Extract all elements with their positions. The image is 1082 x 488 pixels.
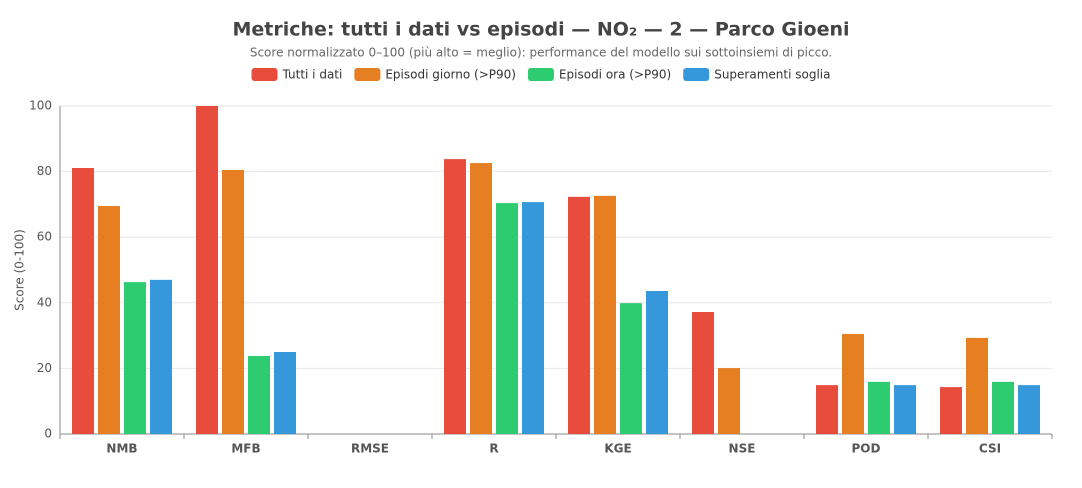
bar [718, 368, 740, 434]
y-tick-label: 100 [29, 99, 52, 113]
legend-label: Episodi giorno (>P90) [385, 68, 516, 82]
legend: Tutti i dati Episodi giorno (>P90) Episodi… [251, 68, 830, 82]
bar [248, 355, 270, 434]
x-tick-label: NMB [106, 442, 137, 456]
y-tick-label: 80 [37, 164, 52, 178]
x-tick-label: R [489, 442, 498, 456]
bar [522, 202, 544, 434]
y-tick-label: 40 [37, 295, 52, 309]
bar [816, 385, 838, 434]
bar [620, 303, 642, 434]
bar [98, 206, 120, 434]
bar [966, 337, 988, 434]
bar [1018, 385, 1040, 434]
chart-subtitle: Score normalizzato 0–100 (più alto = meg… [250, 46, 832, 60]
bar [894, 385, 916, 434]
x-tick-label: RMSE [351, 442, 389, 456]
bar [496, 203, 518, 434]
bar [274, 352, 296, 434]
chart-title: Metriche: tutti i dati vs episodi — NO₂ … [233, 19, 850, 41]
bar [470, 163, 492, 434]
bar [940, 387, 962, 434]
bar [222, 169, 244, 434]
bar [646, 290, 668, 434]
y-axis-label: Score (0-100) [13, 229, 27, 311]
y-tick-label: 60 [37, 230, 52, 244]
bar [692, 311, 714, 434]
x-tick-label: MFB [231, 442, 260, 456]
legend-label: Episodi ora (>P90) [559, 68, 671, 82]
bar [150, 279, 172, 434]
bar [992, 381, 1014, 434]
legend-label: Tutti i dati [282, 68, 343, 82]
bar [196, 106, 218, 434]
bar [868, 381, 890, 434]
legend-swatch [527, 68, 554, 81]
x-tick-label: CSI [979, 442, 1001, 456]
bar [594, 195, 616, 434]
bar [842, 333, 864, 434]
bar [72, 167, 94, 434]
bar [444, 159, 466, 435]
bar [124, 282, 146, 434]
y-tick-label: 20 [37, 361, 52, 375]
bar [568, 196, 590, 434]
y-tick-label: 0 [44, 427, 52, 441]
legend-swatch [251, 68, 278, 81]
legend-swatch [683, 68, 710, 81]
x-tick-label: KGE [604, 442, 631, 456]
x-tick-label: POD [852, 442, 881, 456]
legend-label: Superamenti soglia [714, 68, 830, 82]
x-tick-label: NSE [729, 442, 756, 456]
legend-swatch [354, 68, 381, 81]
